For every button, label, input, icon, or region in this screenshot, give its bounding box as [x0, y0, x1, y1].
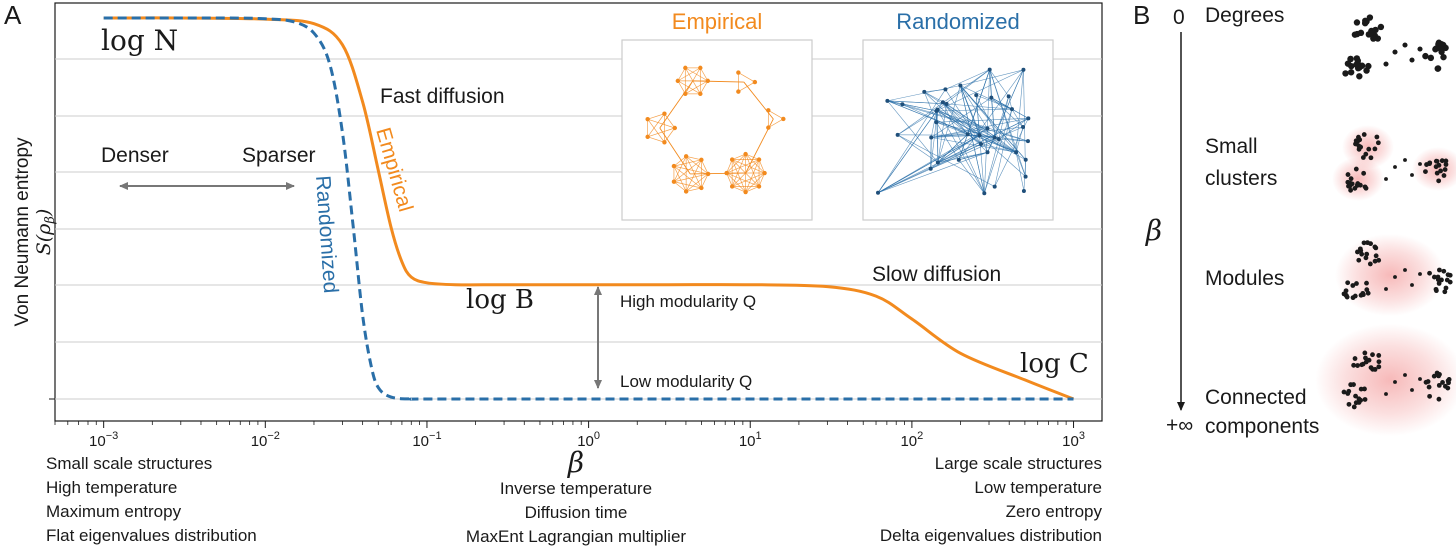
stage-graph [1315, 323, 1456, 437]
x-ticks: 10−3 10−2 10−1 100 101 102 103 [54, 421, 1085, 450]
inset-randomized-network [876, 67, 1031, 196]
series-empirical-line [103, 16, 1075, 401]
inset-randomized-title: Randomized [896, 9, 1020, 34]
x-tick-label: 10−2 [251, 430, 280, 450]
beta-axis-top-label: 0 [1173, 6, 1185, 29]
inset-empirical-title: Empirical [672, 9, 762, 34]
panel-b-label: B [1133, 0, 1150, 30]
y-axis-label-symbol: S(ρ [33, 223, 55, 255]
right-note-3: Zero entropy [1005, 502, 1102, 521]
annotation-slow-diffusion: Slow diffusion [872, 263, 1001, 286]
stage-degrees-line1: Degrees [1205, 4, 1284, 27]
stage-degrees-label: Degrees [1205, 4, 1284, 27]
y-axis-label-line1: Von Neumann entropy [12, 137, 33, 327]
annotation-high-modularity: High modularity Q [620, 292, 756, 311]
annotation-log-c: log C [1020, 349, 1089, 379]
right-notes: Large scale structures Low temperature Z… [802, 452, 1102, 548]
inset-empirical-frame [621, 39, 813, 221]
annotation-log-n: log N [101, 24, 178, 57]
left-note-1: Small scale structures [46, 454, 213, 473]
x-axis-label: β [567, 446, 584, 479]
stage-connected-components-line1: Connected [1205, 386, 1307, 409]
x-tick-label: 10−1 [412, 430, 441, 450]
beta-axis-label: β [1145, 214, 1162, 247]
center-note-3: MaxEnt Lagrangian multiplier [465, 527, 687, 546]
x-tick-label: 100 [577, 430, 600, 450]
stage-connected-components-label: Connected components [1205, 386, 1319, 438]
left-note-3: Maximum entropy [46, 502, 182, 521]
stage-modules-label: Modules [1205, 267, 1284, 290]
left-note-2: High temperature [46, 478, 178, 497]
y-axis-label-line2: S(ρβ) [33, 209, 58, 256]
right-note-4: Delta eigenvalues distribution [879, 526, 1102, 545]
series-randomized-label: Randomized [311, 175, 342, 294]
annotation-fast-diffusion: Fast diffusion [380, 85, 505, 108]
right-note-2: Low temperature [974, 478, 1102, 497]
right-note-1: Large scale structures [934, 454, 1102, 473]
x-tick-label: 102 [900, 430, 923, 450]
annotation-log-b: log B [466, 285, 534, 315]
left-notes: Small scale structures High temperature … [46, 452, 257, 548]
series-randomized-line [103, 16, 1074, 401]
left-note-4: Flat eigenvalues distribution [46, 526, 257, 545]
annotation-low-modularity: Low modularity Q [620, 372, 752, 391]
center-note-1: Inverse temperature [499, 479, 653, 498]
inset-empirical-network [645, 65, 786, 195]
center-note-2: Diffusion time [524, 503, 628, 522]
annotation-denser: Denser [101, 144, 169, 167]
stage-graph [1342, 14, 1449, 80]
stage-connected-components-line2: components [1205, 415, 1319, 438]
y-axis-label-close: ) [33, 209, 55, 217]
x-tick-label: 101 [739, 430, 762, 450]
stage-graph [1335, 233, 1453, 317]
stage-graph [1332, 125, 1456, 201]
panel-a-label: A [4, 0, 22, 30]
y-axis-label: Von Neumann entropy S(ρβ) [12, 137, 58, 327]
beta-axis-bottom-label: +∞ [1166, 414, 1193, 437]
stage-small-clusters-line1: Small [1205, 135, 1258, 158]
stage-modules-line1: Modules [1205, 267, 1284, 290]
stage-small-clusters-label: Small clusters [1205, 135, 1277, 190]
plot-frame [54, 2, 1103, 422]
x-tick-label: 103 [1062, 430, 1085, 450]
x-tick-label: 10−3 [89, 430, 118, 450]
stage-small-clusters-line2: clusters [1205, 167, 1277, 190]
stage-graphs [1315, 14, 1456, 437]
y-axis-label-subscript: β [43, 216, 58, 225]
center-notes: Inverse temperature Diffusion time MaxEn… [426, 477, 726, 549]
annotation-sparser: Sparser [242, 144, 316, 167]
